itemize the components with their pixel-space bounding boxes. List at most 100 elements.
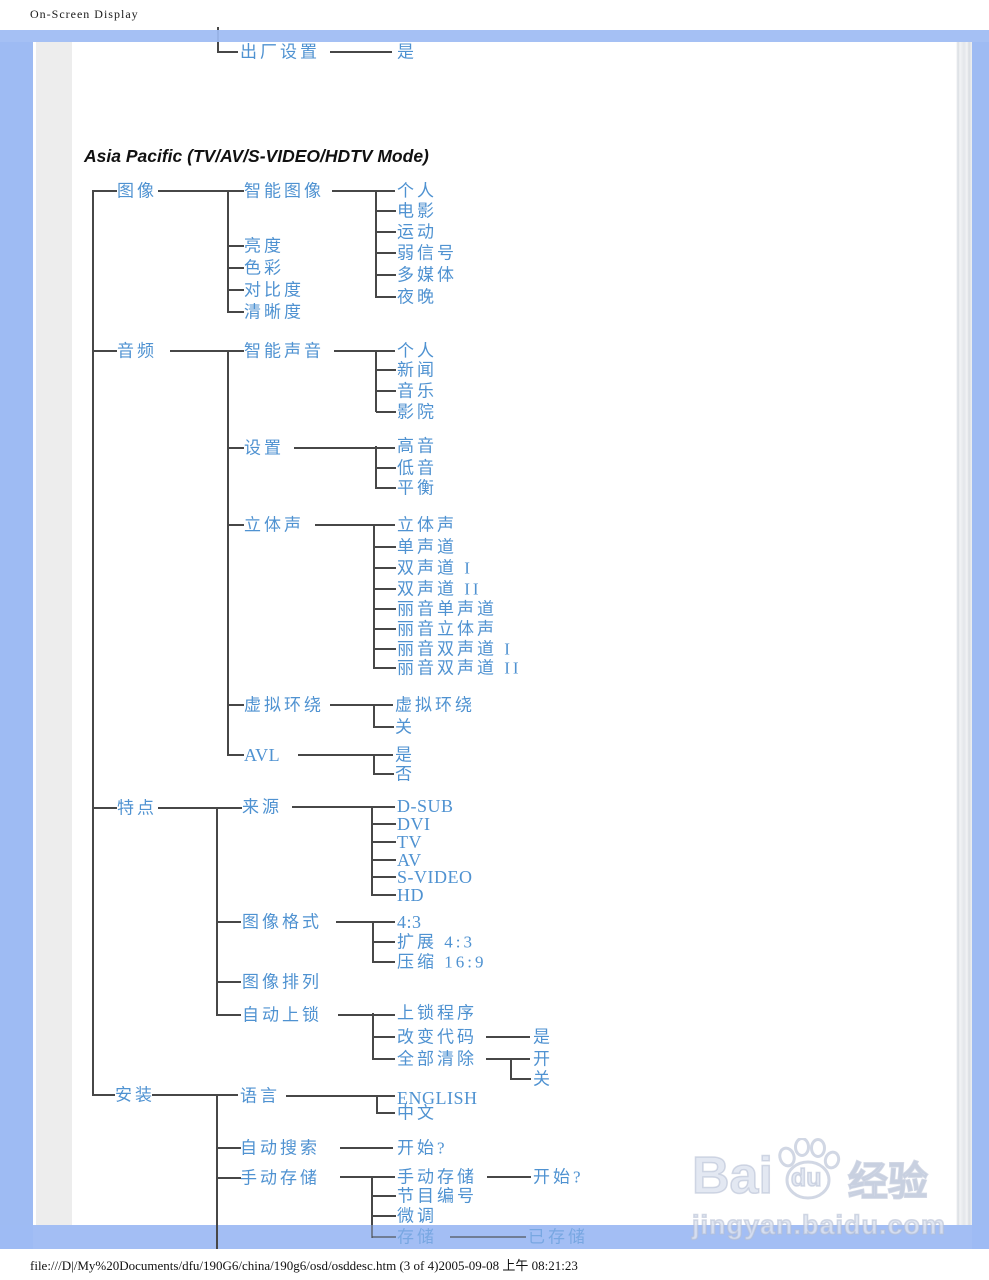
tree-line: [374, 726, 394, 728]
tree-line: [372, 841, 396, 843]
tree-line: [374, 648, 396, 650]
tree-node: 夜晚: [397, 287, 437, 307]
tree-line: [376, 411, 396, 413]
tree-line: [216, 1094, 218, 1225]
tree-node: 特点: [117, 798, 157, 818]
tree-line: [227, 190, 229, 313]
tree-node: 对比度: [244, 280, 304, 300]
tree-node: 关: [533, 1069, 553, 1089]
tree-line: [228, 754, 244, 756]
baidu-url-text: jingyan.baidu.com: [691, 1209, 947, 1241]
tree-node: 中文: [397, 1103, 437, 1123]
tree-line: [374, 628, 396, 630]
tree-node: 扩展 4:3: [397, 932, 475, 952]
tree-node: 音乐: [397, 381, 437, 401]
tree-node: 自动上锁: [242, 1005, 322, 1025]
tree-node: 全部清除: [397, 1049, 477, 1069]
tree-line: [376, 231, 396, 233]
tree-line: [373, 754, 375, 775]
tree-node: 关: [395, 717, 415, 737]
tree-line: [216, 1225, 218, 1249]
top-blue-bar: [0, 30, 989, 42]
tree-node: 是: [533, 1027, 553, 1047]
tree-node: 低音: [397, 458, 437, 478]
tree-line: [330, 704, 393, 706]
tree-node: 开始?: [397, 1138, 448, 1158]
tree-line: [486, 1058, 530, 1060]
tree-line: [372, 823, 396, 825]
tree-node: 图像: [117, 181, 157, 201]
tree-node: AVL: [244, 745, 281, 765]
tree-line: [372, 1195, 396, 1197]
tree-line: [373, 704, 375, 728]
tree-line: [376, 274, 396, 276]
file-path-footer: file:///D|/My%20Documents/dfu/190G6/chin…: [30, 1258, 578, 1273]
tree-node: 手动存储: [397, 1167, 477, 1187]
tree-line: [376, 369, 396, 371]
tree-node: 否: [395, 764, 415, 784]
tree-line: [371, 1176, 373, 1225]
tree-line: [374, 773, 394, 775]
tree-node: 影院: [397, 402, 437, 422]
tree-line: [377, 1112, 395, 1114]
tree-node: 设置: [244, 438, 284, 458]
tree-line: [217, 1014, 241, 1016]
tree-line: [93, 1094, 115, 1096]
tree-node: 运动: [397, 222, 437, 242]
tree-node: TV: [397, 832, 422, 852]
tree-node: DVI: [397, 814, 431, 834]
tree-line: [486, 1036, 530, 1038]
tree-line: [217, 1147, 241, 1149]
tree-line: [373, 1058, 395, 1060]
tree-node: AV: [397, 850, 422, 870]
tree-line: [294, 447, 395, 449]
tree-line: [228, 289, 244, 291]
tree-node: 平衡: [397, 478, 437, 498]
tree-node: 丽音双声道 I: [397, 639, 513, 659]
tree-node: 双声道 II: [397, 579, 482, 599]
tree-line: [374, 667, 396, 669]
tree-line: [371, 1225, 373, 1238]
tree-line: [487, 1176, 531, 1178]
tree-node: 电影: [397, 201, 437, 221]
tree-line: [228, 267, 244, 269]
tree-line: [376, 252, 396, 254]
tree-line: [375, 350, 377, 412]
tree-line: [376, 467, 396, 469]
tree-line: [228, 245, 244, 247]
tree-node: 来源: [242, 797, 282, 817]
baidu-logo-text: Bai: [691, 1147, 773, 1205]
tree-line: [374, 588, 396, 590]
tree-line: [227, 350, 229, 756]
tree-node: 高音: [397, 436, 437, 456]
tree-line: [376, 487, 396, 489]
tree-line: [298, 754, 393, 756]
tree-node: 改变代码: [397, 1027, 477, 1047]
tree-node: 丽音单声道: [397, 599, 497, 619]
tree-node: 丽音立体声: [397, 619, 497, 639]
tree-node: 个人: [397, 341, 437, 361]
tree-node: 微调: [397, 1206, 437, 1226]
tree-node: 丽音双声道 II: [397, 658, 522, 678]
tree-line: [286, 1095, 395, 1097]
tree-node: 亮度: [244, 236, 284, 256]
tree-node: 语言: [240, 1086, 280, 1106]
tree-line: [228, 704, 244, 706]
tree-node: S-VIDEO: [397, 867, 473, 887]
tree-line: [92, 190, 94, 1096]
tree-line: [93, 807, 117, 809]
tree-line: [374, 608, 396, 610]
tree-line: [340, 1147, 393, 1149]
tree-line: [373, 941, 395, 943]
tree-node: 出厂设置: [240, 42, 320, 62]
tree-line: [158, 807, 242, 809]
left-gray-margin: [36, 42, 72, 1225]
tree-line: [334, 350, 395, 352]
tree-line: [371, 806, 373, 896]
baidu-jingyan-text: 经验: [847, 1160, 929, 1204]
tree-line: [510, 1058, 512, 1080]
tree-line: [373, 1036, 395, 1038]
tree-line: [372, 894, 396, 896]
tree-line: [228, 447, 244, 449]
tree-node: 立体声: [244, 515, 304, 535]
